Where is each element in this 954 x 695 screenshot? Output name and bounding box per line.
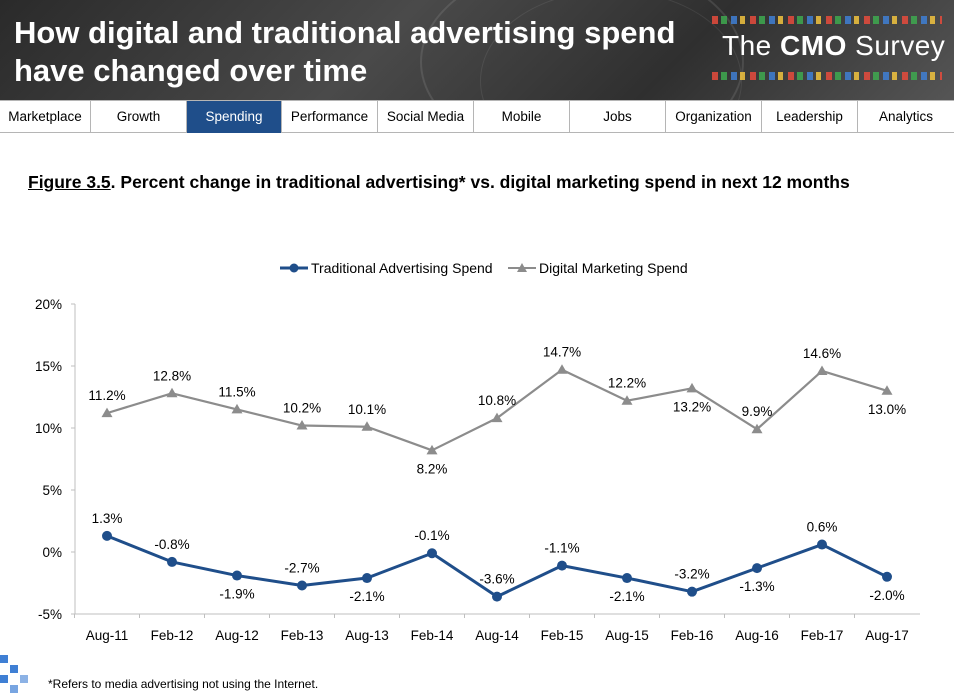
nav-item-marketplace[interactable]: Marketplace <box>0 101 91 133</box>
section-nav: Marketplace Growth Spending Performance Soci… <box>0 100 954 133</box>
data-point-traditional <box>752 563 762 574</box>
data-point-traditional <box>362 573 372 584</box>
brand-pixel-pattern <box>712 72 942 80</box>
data-point-digital <box>101 407 113 418</box>
nav-item-mobile[interactable]: Mobile <box>474 101 570 133</box>
footnote: *Refers to media advertising not using t… <box>48 677 319 691</box>
x-tick-label: Aug-12 <box>215 628 259 643</box>
data-label-digital: 13.0% <box>868 402 906 417</box>
x-tick-label: Feb-17 <box>801 628 844 643</box>
decorative-arc <box>480 0 742 172</box>
data-label-traditional: -3.6% <box>479 572 514 587</box>
data-label-traditional: -1.1% <box>544 541 579 556</box>
data-label-traditional: -0.1% <box>414 528 449 543</box>
data-point-digital <box>816 365 828 375</box>
data-point-traditional <box>297 580 307 591</box>
nav-item-leadership[interactable]: Leadership <box>762 101 858 133</box>
data-point-digital <box>166 387 178 398</box>
data-label-digital: 13.2% <box>673 399 711 414</box>
data-label-digital: 14.7% <box>543 345 581 360</box>
data-label-digital: 10.8% <box>478 393 516 408</box>
data-point-traditional <box>622 573 632 584</box>
brand-pixel-pattern <box>712 16 942 24</box>
data-label-traditional: -2.1% <box>609 589 644 604</box>
data-point-digital <box>426 444 438 455</box>
legend-marker-traditional <box>289 263 299 273</box>
data-label-traditional: -2.1% <box>349 589 384 604</box>
data-label-traditional: 1.3% <box>92 511 123 526</box>
data-label-traditional: -3.2% <box>674 567 709 582</box>
x-tick-label: Feb-12 <box>151 628 194 643</box>
nav-item-organization[interactable]: Organization <box>666 101 762 133</box>
data-point-traditional <box>492 591 502 602</box>
data-label-traditional: -0.8% <box>154 537 189 552</box>
y-tick-label: 20% <box>35 297 62 312</box>
data-label-digital: 11.5% <box>218 384 255 399</box>
legend-marker-digital <box>517 263 527 272</box>
figure-caption: . Percent change in traditional advertis… <box>110 172 850 192</box>
nav-item-analytics[interactable]: Analytics <box>878 109 934 124</box>
x-tick-label: Feb-13 <box>281 628 324 643</box>
data-point-traditional <box>882 571 892 582</box>
data-point-digital <box>881 385 893 395</box>
page-title: How digital and traditional advertising … <box>14 15 676 88</box>
nav-item-social-media[interactable]: Social Media <box>378 101 474 133</box>
brand-logo: The CMO Survey <box>722 30 946 61</box>
data-point-traditional <box>427 548 437 559</box>
y-tick-label: -5% <box>38 607 62 622</box>
data-point-traditional <box>167 556 177 567</box>
data-point-traditional <box>232 570 242 581</box>
data-point-digital <box>556 364 568 374</box>
data-point-traditional <box>102 530 112 541</box>
data-point-traditional <box>817 539 827 550</box>
data-point-digital <box>491 412 503 423</box>
x-tick-label: Aug-14 <box>475 628 519 643</box>
data-point-digital <box>231 403 243 414</box>
data-label-digital: 10.2% <box>283 401 321 416</box>
data-label-digital: 9.9% <box>742 404 773 419</box>
data-label-traditional: -1.9% <box>219 587 254 602</box>
data-point-digital <box>686 382 698 393</box>
data-label-digital: 12.8% <box>153 368 191 383</box>
data-label-traditional: -2.7% <box>284 560 319 575</box>
data-label-digital: 10.1% <box>348 402 386 417</box>
x-tick-label: Aug-13 <box>345 628 389 643</box>
data-label-digital: 11.2% <box>88 388 125 403</box>
nav-item-performance[interactable]: Performance <box>282 101 378 133</box>
y-tick-label: 15% <box>35 359 62 374</box>
x-tick-label: Aug-16 <box>735 628 779 643</box>
y-tick-label: 0% <box>42 545 62 560</box>
x-tick-label: Feb-16 <box>671 628 714 643</box>
line-chart: 20% 15% 10% 5% 0% -5% Aug-11 Feb-12 Aug-12 Feb-13… <box>35 260 920 643</box>
figure-number: Figure 3.5 <box>28 172 111 192</box>
data-point-traditional <box>557 560 567 571</box>
data-point-traditional <box>687 586 697 597</box>
legend-label-traditional: Traditional Advertising Spend <box>311 260 493 276</box>
data-point-digital <box>361 421 373 431</box>
data-point-digital <box>751 423 763 434</box>
x-tick-label: Aug-11 <box>86 628 129 643</box>
nav-item-growth[interactable]: Growth <box>91 101 187 133</box>
data-point-digital <box>296 420 308 430</box>
data-label-traditional: -1.3% <box>739 579 774 594</box>
x-tick-label: Feb-14 <box>411 628 454 643</box>
data-label-digital: 8.2% <box>417 461 448 476</box>
data-label-traditional: -2.0% <box>869 588 904 603</box>
corner-decoration <box>0 655 40 695</box>
y-tick-label: 10% <box>35 421 62 436</box>
x-tick-label: Aug-17 <box>865 628 909 643</box>
header-banner: How digital and traditional advertising … <box>0 0 954 172</box>
x-tick-label: Feb-15 <box>541 628 584 643</box>
figure-title: Figure 3.5. Percent change in traditiona… <box>28 172 850 193</box>
nav-item-spending[interactable]: Spending <box>187 101 282 133</box>
y-tick-label: 5% <box>42 483 62 498</box>
data-label-traditional: 0.6% <box>807 520 838 535</box>
data-label-digital: 14.6% <box>803 346 841 361</box>
x-tick-label: Aug-15 <box>605 628 649 643</box>
legend-label-digital: Digital Marketing Spend <box>539 260 688 276</box>
nav-item-jobs[interactable]: Jobs <box>570 101 666 133</box>
data-point-digital <box>621 395 633 405</box>
data-label-digital: 12.2% <box>608 376 646 391</box>
